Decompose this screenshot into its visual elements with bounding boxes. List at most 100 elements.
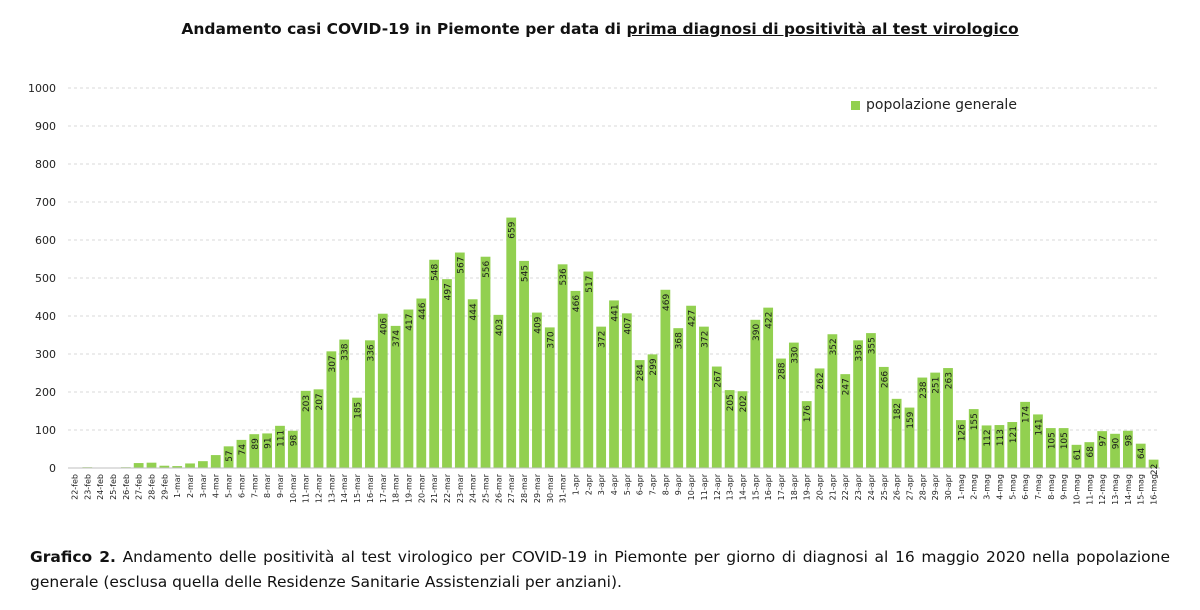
x-tick-label: 19-apr: [803, 473, 812, 500]
x-tick-label: 13-mag: [1111, 474, 1120, 505]
x-tick-label: 25-apr: [880, 473, 889, 500]
bar: [1084, 442, 1095, 468]
data-label: 284: [636, 364, 646, 381]
x-tick-label: 18-mar: [392, 473, 401, 503]
x-tick-label: 22-feb: [70, 474, 79, 500]
data-label: 374: [392, 330, 402, 347]
x-tick-label: 11-mag: [1085, 474, 1094, 505]
bar: [917, 377, 928, 468]
x-tick-label: 1-mar: [173, 473, 182, 498]
bar: [172, 466, 183, 468]
data-label: 336: [855, 344, 865, 361]
x-tick-label: 22-mar: [443, 473, 452, 503]
bar: [801, 401, 812, 468]
data-label: 545: [521, 265, 531, 282]
data-label: 422: [765, 312, 775, 329]
x-tick-label: 16-mar: [366, 473, 375, 503]
bar: [493, 314, 504, 468]
bar: [1110, 433, 1120, 468]
bar: [1071, 444, 1082, 468]
data-label: 64: [1137, 447, 1147, 459]
x-tick-label: 29-mar: [533, 473, 542, 503]
data-label: 307: [328, 355, 338, 372]
data-label: 262: [816, 372, 826, 389]
legend-label: popolazione generale: [866, 97, 1017, 113]
bar: [994, 425, 1005, 468]
x-tick-label: 3-apr: [597, 473, 606, 495]
bar: [519, 260, 529, 468]
bar: [352, 397, 362, 468]
data-label: 105: [1060, 432, 1070, 449]
bar: [634, 360, 645, 468]
data-label: 61: [1073, 449, 1083, 460]
bar: [1033, 414, 1043, 468]
y-tick-label: 0: [49, 462, 56, 475]
x-tick-label: 8-apr: [661, 473, 670, 495]
data-label: 536: [559, 268, 569, 285]
x-tick-label: 1-mag: [957, 474, 966, 500]
x-tick-label: 26-apr: [893, 473, 902, 500]
figure-caption: Grafico 2. Andamento delle positività al…: [30, 545, 1170, 595]
x-tick-label: 18-apr: [790, 473, 799, 500]
data-label: 203: [302, 395, 312, 412]
data-label: 68: [1086, 446, 1096, 458]
data-label: 368: [675, 332, 685, 349]
x-tick-label: 24-feb: [96, 474, 105, 500]
x-tick-label: 9-mar: [276, 473, 285, 498]
data-label: 355: [867, 337, 877, 354]
x-tick-label: 15-apr: [751, 473, 760, 500]
x-tick-label: 1-apr: [571, 473, 580, 495]
bar: [390, 325, 401, 468]
x-tick-label: 13-apr: [726, 473, 735, 500]
bar: [943, 368, 953, 468]
bar: [686, 305, 696, 468]
x-tick-label: 4-mag: [995, 474, 1004, 500]
x-tick-label: 28-feb: [148, 474, 157, 500]
bar: [647, 354, 658, 468]
data-label: 330: [790, 346, 800, 363]
x-tick-label: 29-apr: [931, 473, 940, 500]
x-tick-label: 11-apr: [700, 473, 709, 500]
data-label: 441: [611, 304, 621, 321]
data-label: 567: [456, 257, 466, 274]
bar: [1135, 443, 1146, 468]
x-tick-label: 5-apr: [623, 473, 632, 495]
bar: [326, 351, 337, 468]
data-label: 113: [996, 429, 1006, 446]
data-label: 174: [1022, 406, 1032, 423]
data-label: 469: [662, 294, 672, 311]
bar: [609, 300, 619, 468]
data-label: 548: [431, 263, 441, 280]
x-tick-label: 25-mar: [482, 473, 491, 503]
x-tick-label: 8-mag: [1047, 474, 1056, 500]
bar: [275, 425, 285, 468]
bar: [442, 279, 452, 468]
data-label: 390: [752, 324, 762, 341]
bar: [236, 439, 247, 468]
bar: [287, 430, 298, 468]
data-label: 182: [893, 403, 903, 420]
x-tick-label: 12-mar: [315, 473, 324, 503]
x-tick-label: 4-apr: [610, 473, 619, 495]
x-tick-label: 12-mag: [1098, 474, 1107, 505]
data-label: 267: [713, 371, 723, 388]
data-label: 517: [585, 276, 595, 293]
data-label: 403: [495, 319, 505, 336]
data-label: 556: [482, 260, 492, 277]
bar: [339, 339, 350, 468]
data-label: 97: [1099, 435, 1109, 446]
x-tick-label: 26-mar: [494, 473, 503, 503]
x-tick-label: 6-apr: [636, 473, 645, 495]
x-tick-label: 14-apr: [738, 473, 747, 500]
x-tick-label: 19-mar: [404, 473, 413, 503]
x-tick-label: 3-mar: [199, 473, 208, 498]
data-label: 444: [469, 303, 479, 320]
bar: [750, 319, 761, 468]
bar: [776, 358, 786, 468]
data-label: 105: [1047, 432, 1057, 449]
bar: [840, 374, 851, 468]
data-label: 57: [225, 450, 235, 461]
bar: [146, 462, 157, 468]
x-tick-label: 24-mar: [469, 473, 478, 503]
